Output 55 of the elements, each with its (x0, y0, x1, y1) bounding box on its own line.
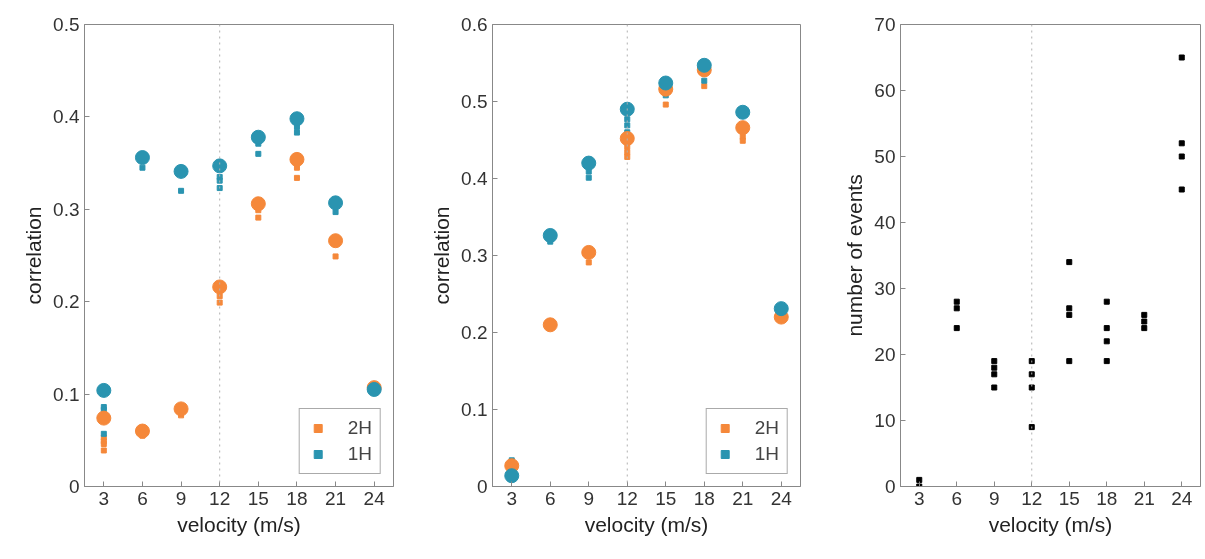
y-tick-label: 50 (874, 146, 896, 167)
x-tick-label: 3 (98, 487, 110, 509)
x-tick-label: 24 (363, 487, 386, 509)
y-tick-label: 0.1 (53, 383, 80, 405)
legend-label: 1H (754, 443, 779, 465)
x-tick-label: 18 (693, 487, 715, 509)
x-tick-label: 3 (506, 487, 518, 509)
y-tick-label: 70 (874, 14, 896, 35)
x-tick-label: 6 (137, 487, 148, 509)
y-tick-label: 0.1 (461, 399, 488, 420)
y-tick-label: 0 (476, 476, 488, 497)
y-tick-label: 0.4 (53, 106, 80, 128)
y-tick-label: 0.6 (461, 14, 488, 35)
y-tick-label: 0.2 (461, 322, 488, 343)
x-tick-label: 24 (770, 487, 793, 509)
x-axis-title: velocity (m/s) (177, 512, 301, 536)
x-tick-label: 21 (1133, 487, 1155, 509)
x-tick-label: 3 (913, 487, 925, 509)
x-tick-label: 9 (988, 487, 1000, 509)
y-tick-label: 0.4 (461, 168, 488, 189)
x-tick-label: 9 (583, 487, 595, 509)
y-tick-label: 0.5 (461, 91, 488, 112)
x-axis-title: velocity (m/s) (988, 512, 1113, 536)
x-tick-label: 12 (616, 487, 638, 509)
x-tick-label: 21 (325, 487, 347, 509)
y-tick-label: 60 (874, 80, 896, 101)
x-tick-label: 21 (732, 487, 754, 509)
y-tick-label: 0 (68, 476, 80, 497)
y-tick-label: 0.2 (53, 291, 80, 313)
legend-label: 1H (347, 443, 372, 465)
y-axis-title: correlation (22, 206, 46, 305)
y-tick-label: 30 (874, 278, 896, 299)
x-tick-label: 18 (286, 487, 308, 509)
x-tick-label: 12 (209, 487, 231, 509)
x-tick-label: 6 (951, 487, 963, 509)
x-tick-label: 18 (1096, 487, 1118, 509)
x-tick-label: 9 (175, 487, 187, 509)
x-tick-label: 12 (1021, 487, 1043, 509)
y-tick-label: 0 (884, 476, 896, 497)
y-tick-label: 0.3 (53, 198, 80, 220)
x-tick-label: 6 (544, 487, 556, 509)
y-tick-label: 0.5 (53, 14, 80, 35)
y-tick-label: 40 (874, 212, 896, 233)
y-axis-title: correlation (430, 206, 454, 305)
legend-label: 2H (347, 417, 372, 439)
y-tick-label: 0.3 (461, 245, 488, 266)
x-tick-label: 15 (1058, 487, 1080, 509)
x-axis-title: velocity (m/s) (584, 512, 709, 536)
x-tick-label: 15 (247, 487, 269, 509)
legend-label: 2H (754, 417, 779, 439)
y-tick-label: 20 (874, 344, 896, 365)
y-axis-title: number of events (843, 174, 867, 337)
x-tick-label: 24 (1171, 487, 1193, 509)
x-tick-label: 15 (655, 487, 677, 509)
y-tick-label: 10 (874, 410, 896, 431)
